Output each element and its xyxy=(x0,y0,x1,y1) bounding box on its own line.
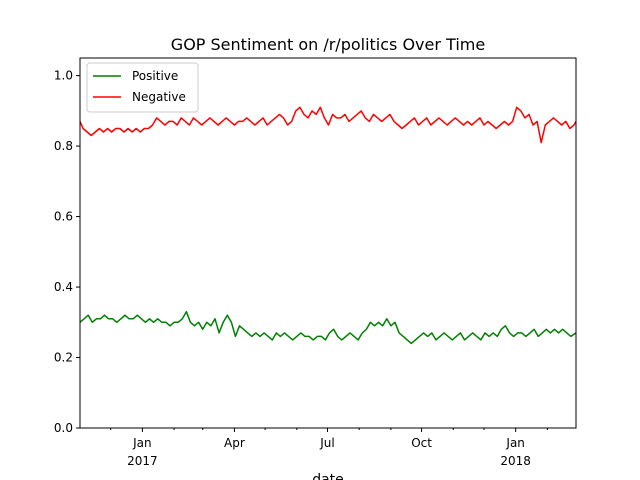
x-axis: Jan 2017 Apr Jul Oct Jan 2018 xyxy=(110,428,548,468)
y-tick-label: 0.4 xyxy=(54,280,73,294)
legend: Positive Negative xyxy=(86,62,199,113)
series-line-negative xyxy=(79,106,577,144)
y-axis: 0.0 0.2 0.4 0.6 0.8 1.0 xyxy=(54,69,80,435)
y-tick-label: 1.0 xyxy=(54,69,73,83)
y-tick-label: 0.6 xyxy=(54,210,73,224)
x-axis-label: date xyxy=(312,472,344,480)
x-tick-label: Jan xyxy=(132,436,152,450)
x-tick-label: Jan xyxy=(505,436,525,450)
legend-label-positive: Positive xyxy=(132,69,178,83)
x-tick-sublabel: 2018 xyxy=(500,454,531,468)
x-tick-sublabel: 2017 xyxy=(127,454,158,468)
plot-frame xyxy=(79,57,577,429)
plot-area xyxy=(79,57,577,429)
y-tick-label: 0.0 xyxy=(54,421,73,435)
x-tick-label: Apr xyxy=(224,436,245,450)
y-tick-label: 0.2 xyxy=(54,351,73,365)
y-tick-label: 0.8 xyxy=(54,139,73,153)
chart-title: GOP Sentiment on /r/politics Over Time xyxy=(171,35,485,54)
legend-label-negative: Negative xyxy=(132,90,186,104)
series-line-positive xyxy=(79,310,577,345)
x-tick-label: Oct xyxy=(411,436,432,450)
plot-background xyxy=(80,58,576,428)
series-layer xyxy=(79,106,577,345)
x-tick-label: Jul xyxy=(319,436,334,450)
